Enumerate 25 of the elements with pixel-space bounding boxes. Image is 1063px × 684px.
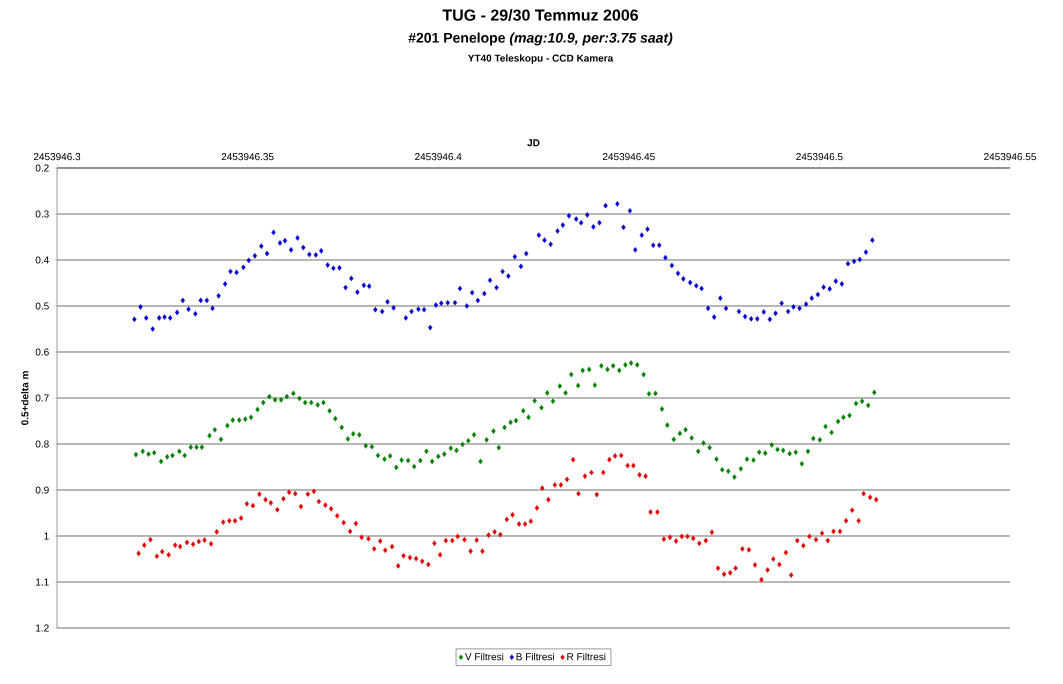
text: YT40 Teleskopu - CCD Kamera	[467, 54, 614, 64]
y-tick-label: 0.2	[35, 164, 49, 172]
x-tick-label: 2453946.35	[221, 153, 274, 161]
y-tick-label: 0.9	[35, 486, 49, 494]
y-tick-label: 0.5	[35, 302, 49, 310]
x-tick-label: 2453946.4	[415, 153, 462, 161]
y-tick-label: 1	[44, 532, 49, 540]
x-tick-label: 2453946.45	[602, 153, 655, 161]
y-tick-label: 1.2	[36, 624, 49, 632]
y-tick-label: 0.3	[35, 210, 49, 218]
y-tick-label: 0.6	[35, 348, 49, 356]
chart-title: TUG - 29/30 Temmuz 2006	[442, 9, 639, 21]
x-tick-label: 2453946.3	[33, 153, 81, 161]
y-tick-label: 0.7	[35, 394, 49, 402]
x-tick-label: 2453946.55	[984, 153, 1036, 161]
y-tick-label: 0.8	[35, 440, 49, 448]
y-axis-title: 0.5+delta m	[21, 371, 29, 425]
y-tick-label: 0.4	[35, 256, 49, 264]
y-tick-label: 1.1	[36, 578, 49, 586]
x-tick-label: 2453946.5	[796, 153, 843, 161]
legend-label: V Filtresi	[464, 652, 504, 661]
chart-subtitle: #201 Penelope (mag:10.9, per:3.75 saat)	[408, 32, 673, 46]
legend-label: B Filtresi	[516, 652, 554, 661]
x-axis-title: JD	[527, 139, 540, 147]
legend-label: R Filtresi	[567, 652, 606, 661]
